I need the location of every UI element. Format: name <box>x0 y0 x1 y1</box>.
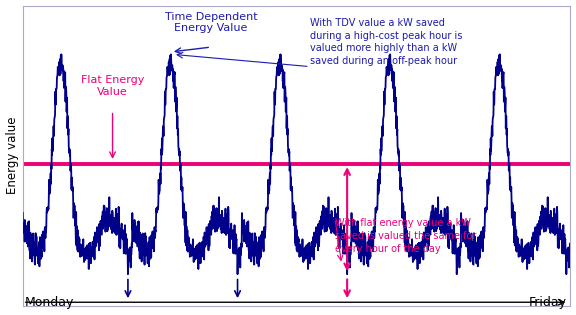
Text: Flat Energy
Value: Flat Energy Value <box>81 75 144 97</box>
Y-axis label: Energy value: Energy value <box>6 117 18 194</box>
Text: Time Dependent
Energy Value: Time Dependent Energy Value <box>165 12 257 33</box>
Text: With flat energy value a kW
saved is valued the same for
every hour of the day: With flat energy value a kW saved is val… <box>335 218 476 254</box>
Text: Monday: Monday <box>25 296 74 309</box>
Text: Friday: Friday <box>529 296 567 309</box>
Text: With TDV value a kW saved
during a high-cost peak hour is
valued more highly tha: With TDV value a kW saved during a high-… <box>310 18 462 66</box>
